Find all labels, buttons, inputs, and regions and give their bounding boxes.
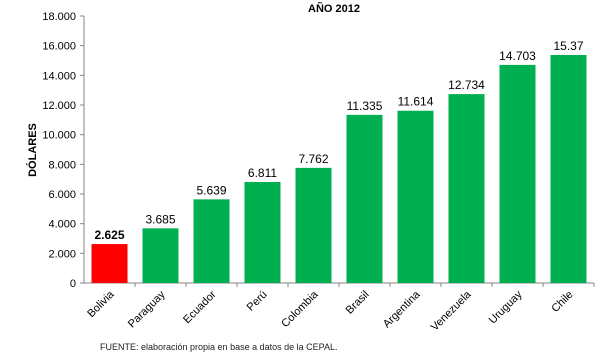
data-label: 12.734: [448, 78, 485, 92]
bar-uruguay: [499, 64, 536, 283]
source-note: FUENTE: elaboración propia en base a dat…: [100, 342, 338, 352]
bar-colombia: [295, 167, 332, 283]
bar-bolivia: [91, 244, 128, 283]
y-tick-label: 16.000: [42, 41, 76, 53]
bar-ecuador: [193, 199, 230, 283]
y-tick-label: 10.000: [42, 130, 76, 142]
y-tick-label: 12.000: [42, 100, 76, 112]
y-tick-label: 4.000: [48, 219, 76, 231]
y-tick-label: 2.000: [48, 248, 76, 260]
data-label: 11.335: [347, 99, 383, 113]
bar-paraguay: [142, 228, 179, 283]
bar-brasil: [346, 114, 383, 283]
x-tick-label: Perú: [245, 289, 270, 314]
y-tick-label: 8.000: [48, 159, 76, 171]
x-tick-label: Chile: [549, 289, 575, 315]
data-label: 7.762: [298, 152, 328, 166]
bar-argentina: [397, 110, 434, 283]
x-tick-label: Colombia: [279, 288, 321, 330]
x-tick-label: Argentina: [381, 288, 423, 330]
bar-perú: [244, 181, 281, 283]
y-tick-label: 18.000: [42, 11, 76, 23]
bar-chile: [550, 55, 587, 284]
x-tick-label: Brasil: [344, 289, 372, 317]
data-label: 5.639: [196, 183, 226, 197]
data-label: 3.685: [145, 212, 175, 226]
data-label: 11.614: [398, 95, 434, 109]
x-tick-label: Paraguay: [126, 288, 168, 330]
chart-title: AÑO 2012: [308, 2, 360, 15]
x-tick-label: Uruguay: [487, 288, 525, 326]
y-tick-label: 0: [70, 278, 76, 290]
y-axis-label: DÓLARES: [26, 123, 39, 177]
data-label: 6.811: [248, 166, 277, 180]
y-tick-label: 6.000: [48, 189, 76, 201]
y-tick-label: 14.000: [42, 70, 76, 82]
bar-venezuela: [448, 94, 485, 283]
data-label: 14.703: [499, 49, 536, 63]
x-tick-label: Ecuador: [181, 288, 219, 326]
x-tick-label: Venezuela: [429, 288, 474, 333]
x-tick-label: Bolivia: [85, 288, 117, 320]
data-label: 2.625: [94, 228, 124, 242]
data-label: 15.37: [553, 39, 583, 53]
